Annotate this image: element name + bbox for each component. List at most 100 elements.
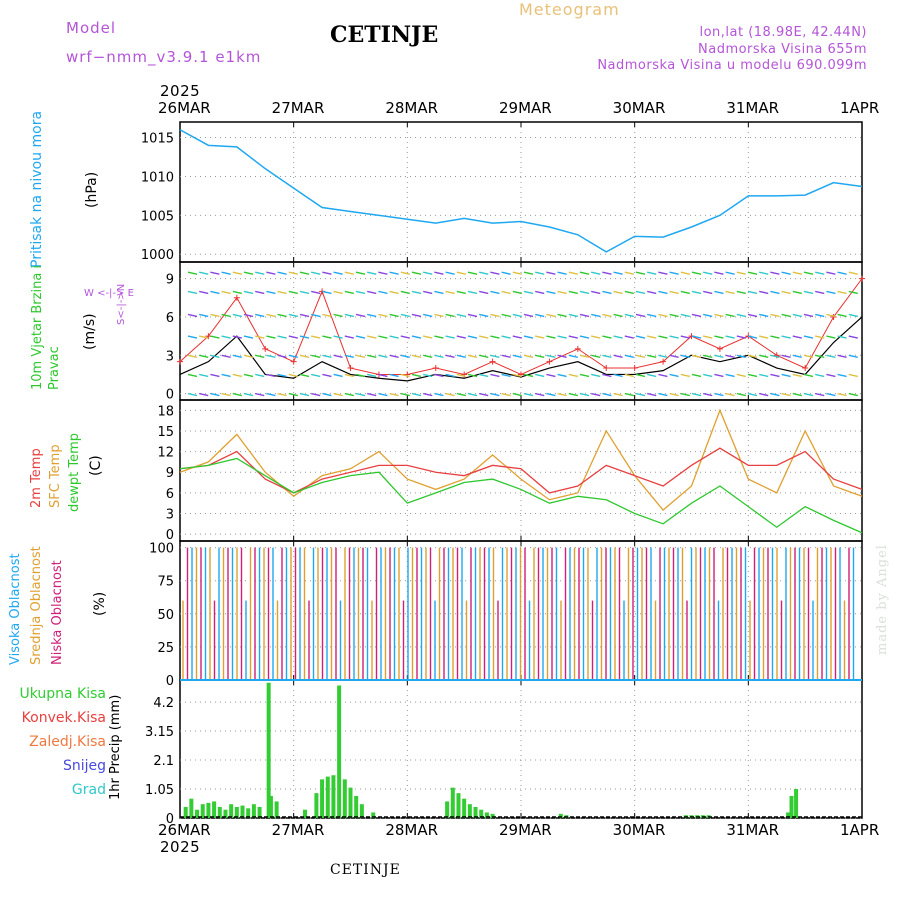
wind-arrow xyxy=(714,313,724,318)
sfc-temp-line xyxy=(179,408,863,511)
wind-arrow xyxy=(826,313,836,318)
wind-arrow xyxy=(255,373,265,378)
gust-marker xyxy=(262,345,269,352)
wind-arrow xyxy=(322,373,332,378)
wind-arrow xyxy=(400,392,410,397)
wind-arrow xyxy=(579,335,590,339)
precip-bar xyxy=(342,779,347,818)
y-tick-label: 6 xyxy=(166,487,174,502)
wind-arrow xyxy=(243,373,254,378)
y-tick-label: 3.15 xyxy=(145,725,174,740)
wind-arrow xyxy=(770,290,780,295)
wind-arrow xyxy=(815,335,825,339)
wind-arrow xyxy=(411,354,422,358)
wind-arrow xyxy=(199,354,209,358)
day-label: 30MAR xyxy=(612,99,666,117)
wind-arrow xyxy=(322,335,332,339)
wind-arrow xyxy=(714,373,724,378)
wind-arrow xyxy=(322,290,332,295)
wind-arrow xyxy=(378,335,388,339)
wind-arrow xyxy=(848,335,858,339)
precip-bar xyxy=(303,809,308,818)
wind-arrow xyxy=(467,335,478,339)
wind-arrow xyxy=(714,392,724,397)
wind-arrow xyxy=(288,373,298,378)
wind-arrow xyxy=(378,313,388,318)
wind-arrow xyxy=(781,373,791,378)
wind-arrow xyxy=(691,313,702,318)
gust-marker xyxy=(319,288,326,295)
wind-arrow xyxy=(311,335,321,339)
day-label: 26MAR xyxy=(158,821,211,839)
wind-arrow xyxy=(535,290,545,295)
y-tick-label: 0 xyxy=(166,388,174,403)
wind-arrow xyxy=(501,290,511,295)
wind-arrow xyxy=(792,373,802,378)
wind-arrow xyxy=(691,290,702,295)
day-label: 27MAR xyxy=(271,99,325,117)
wind-arrow xyxy=(400,271,410,275)
wind-arrow xyxy=(803,392,814,397)
wind-arrow xyxy=(781,392,791,397)
wind-arrow xyxy=(210,271,220,275)
wind-arrow xyxy=(400,290,410,295)
wind-arrow xyxy=(658,271,668,275)
precip-bar xyxy=(212,801,217,818)
wind-arrow xyxy=(837,271,847,275)
cloud-unit: (%) xyxy=(92,591,108,616)
wind-arrow xyxy=(568,354,578,358)
wind-arrow xyxy=(400,335,410,339)
wind-arrow xyxy=(243,290,254,295)
precip-bar xyxy=(479,809,484,818)
wind-arrow xyxy=(658,290,668,295)
wind-arrow xyxy=(277,335,287,339)
wind-arrow xyxy=(255,290,265,295)
wind-arrow xyxy=(602,373,612,378)
wind-arrow xyxy=(243,335,254,339)
y-tick-label: 1000 xyxy=(141,248,174,263)
footer-station: CETINJE xyxy=(330,862,401,878)
model-label: Model xyxy=(66,19,117,37)
wind-arrow xyxy=(467,392,478,397)
y-tick-label: 9 xyxy=(166,273,174,288)
wind-arrow xyxy=(736,335,746,339)
gust-marker xyxy=(546,358,553,365)
precip-bar xyxy=(325,776,330,818)
y-tick-label: 100 xyxy=(149,542,174,557)
day-label: 1APR xyxy=(840,99,880,117)
panel-frame xyxy=(179,399,863,542)
wind-arrow xyxy=(848,271,858,275)
wind-arrow xyxy=(445,373,455,378)
wind-arrow xyxy=(848,392,858,397)
precip-bar xyxy=(794,789,799,818)
wind-arrow xyxy=(703,335,713,339)
wind-arrow xyxy=(803,335,814,339)
wind-arrow xyxy=(311,354,321,358)
wind-arrow xyxy=(367,271,377,275)
wind-arrow xyxy=(647,392,657,397)
elevation-label: Nadmorska Visina 655m xyxy=(698,42,867,57)
precip-bar xyxy=(314,793,319,818)
wind-arrow xyxy=(243,354,254,358)
wind-arrow xyxy=(568,373,578,378)
wind-arrow xyxy=(691,271,702,275)
wind-arrow xyxy=(333,335,343,339)
wind-arrow xyxy=(378,290,388,295)
wind-arrow xyxy=(613,392,623,397)
wind-arrow xyxy=(725,335,735,339)
day-label: 29MAR xyxy=(499,821,552,839)
wind-arrow xyxy=(579,392,590,397)
wind-arrow xyxy=(602,392,612,397)
gust-marker xyxy=(745,333,752,340)
wind-arrow xyxy=(613,290,623,295)
wind-arrow xyxy=(848,373,858,378)
wind-arrow xyxy=(747,373,758,378)
product-title: Meteogram xyxy=(519,0,620,19)
wind-arrow xyxy=(658,313,668,318)
wind-arrow xyxy=(221,290,231,295)
day-label: 31MAR xyxy=(726,821,780,839)
wind-arrow xyxy=(691,392,702,397)
wind-arrow xyxy=(815,290,825,295)
sfctemp-label: SFC Temp xyxy=(48,444,63,508)
wind-arrow xyxy=(747,313,758,318)
